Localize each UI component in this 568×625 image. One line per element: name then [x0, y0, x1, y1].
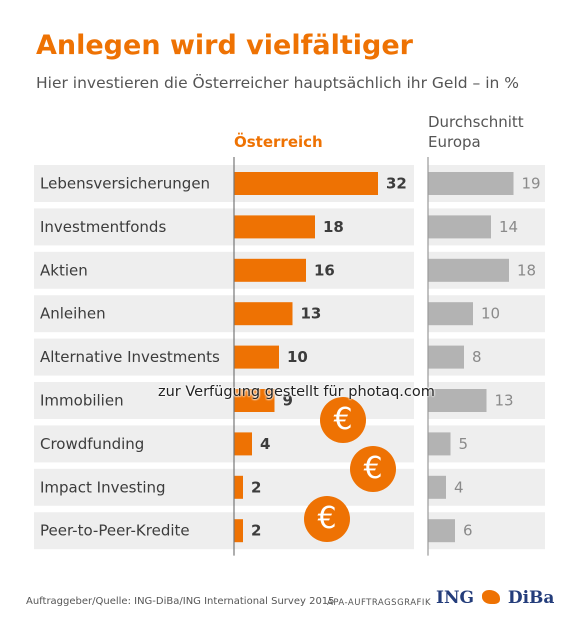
- bar-europe: [428, 302, 473, 326]
- bar-austria: [234, 345, 279, 369]
- data-label-europe: 14: [499, 218, 518, 236]
- category-label: Investmentfonds: [40, 218, 166, 236]
- data-label-austria: 2: [251, 478, 261, 496]
- data-label-europe: 10: [481, 305, 500, 323]
- data-label-europe: 18: [517, 261, 536, 279]
- series-header-europe-line1: Durchschnitt: [428, 113, 524, 131]
- chart-title: Anlegen wird vielfältiger: [36, 30, 413, 61]
- bar-austria: [234, 172, 378, 195]
- ing-diba-logo: ING DiBa: [436, 588, 554, 608]
- chart-subtitle: Hier investieren die Österreicher haupts…: [36, 74, 519, 92]
- row-background: [34, 208, 414, 246]
- row-background-europe: [428, 468, 545, 506]
- data-label-europe: 5: [459, 435, 469, 453]
- series-header-europe: Durchschnitt Europa: [428, 112, 524, 152]
- category-label: Lebensversicherungen: [40, 175, 210, 193]
- data-label-europe: 6: [463, 522, 473, 540]
- series-header-europe-line2: Europa: [428, 133, 481, 151]
- bar-austria: [234, 258, 306, 282]
- category-label: Aktien: [40, 261, 88, 279]
- category-label: Crowdfunding: [40, 435, 144, 453]
- agency-credit: APA-AUFTRAGSGRAFIK: [327, 598, 432, 608]
- data-label-austria: 9: [283, 392, 293, 410]
- data-label-austria: 32: [386, 175, 407, 193]
- logo-ing-text: ING: [436, 588, 475, 608]
- series-header-austria: Österreich: [234, 133, 323, 151]
- category-label: Impact Investing: [40, 478, 166, 496]
- bar-europe: [428, 345, 464, 369]
- data-label-europe: 4: [454, 478, 464, 496]
- euro-coin-icon: €: [304, 496, 350, 542]
- data-label-austria: 10: [287, 348, 308, 366]
- category-label: Immobilien: [40, 392, 124, 410]
- data-label-europe: 8: [472, 348, 482, 366]
- row-background: [34, 512, 414, 550]
- category-label: Alternative Investments: [40, 348, 220, 366]
- bar-europe: [428, 432, 451, 456]
- category-label: Peer-to-Peer-Kredite: [40, 522, 190, 540]
- bar-europe: [428, 389, 487, 412]
- lion-icon: [481, 590, 500, 604]
- bar-europe: [428, 258, 509, 282]
- bar-austria: [234, 432, 252, 456]
- bar-europe: [428, 172, 514, 195]
- data-label-austria: 13: [301, 305, 322, 323]
- bar-austria: [234, 389, 275, 412]
- data-label-europe: 13: [495, 392, 514, 410]
- row-background: [34, 338, 414, 376]
- data-label-austria: 18: [323, 218, 344, 236]
- bar-austria: [234, 215, 315, 239]
- source-note: Auftraggeber/Quelle: ING-DiBa/ING Intern…: [26, 596, 335, 607]
- logo-diba-text: DiBa: [507, 588, 555, 608]
- bar-europe: [428, 215, 491, 239]
- data-label-austria: 4: [260, 435, 270, 453]
- bar-europe: [428, 519, 455, 543]
- bar-europe: [428, 475, 446, 499]
- data-label-austria: 16: [314, 261, 335, 279]
- data-label-europe: 19: [522, 175, 541, 193]
- category-label: Anleihen: [40, 305, 106, 323]
- watermark: zur Verfügung gestellt für photaq.com: [158, 384, 435, 400]
- bar-austria: [234, 302, 293, 326]
- bar-austria: [234, 519, 243, 543]
- euro-coin-icon: €: [320, 397, 366, 443]
- row-background: [34, 251, 414, 289]
- data-label-austria: 2: [251, 522, 261, 540]
- euro-coin-icon: €: [350, 446, 396, 492]
- bar-austria: [234, 475, 243, 499]
- row-background: [34, 295, 414, 333]
